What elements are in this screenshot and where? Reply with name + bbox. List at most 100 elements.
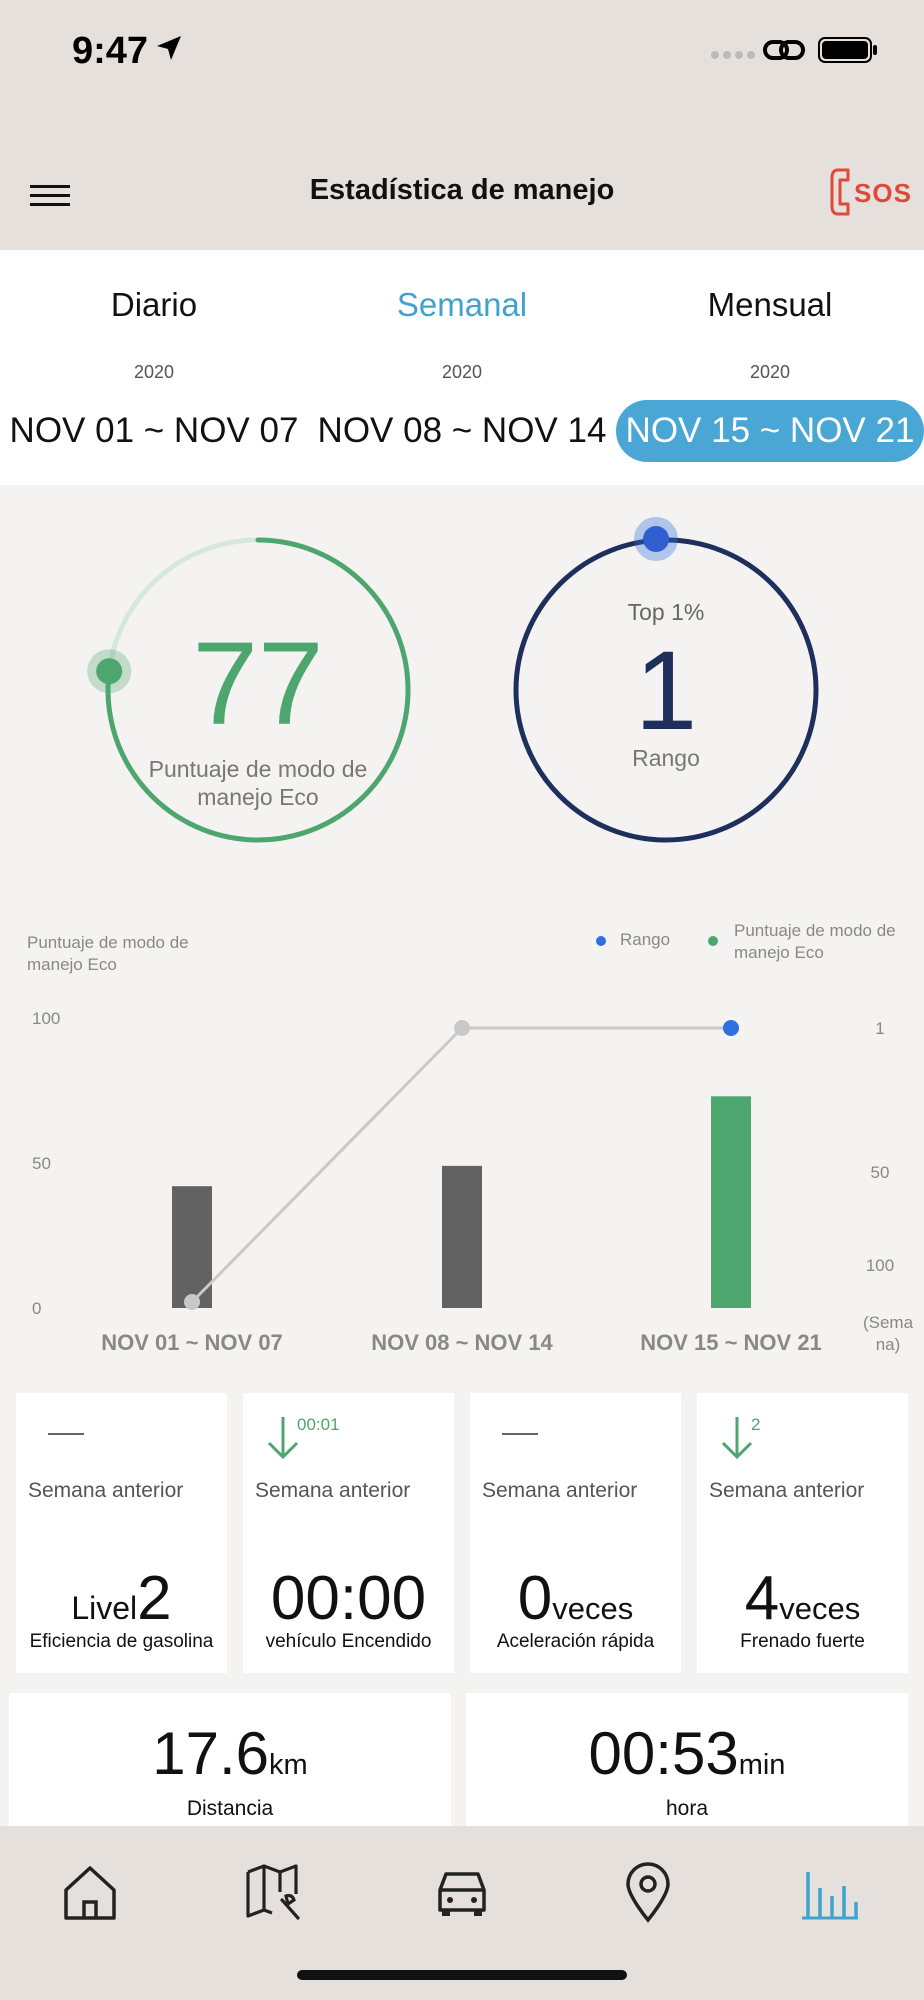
stat-number: 2 — [137, 1564, 172, 1633]
stat-card-vehicle-on[interactable]: 00:01 Semana anterior 00:00 vehículo Enc… — [243, 1393, 454, 1673]
rank-point — [454, 1020, 470, 1036]
stat-unit: veces — [552, 1591, 634, 1626]
stat-label: Eficiencia de gasolina — [29, 1631, 214, 1652]
stat-number: 4 — [744, 1564, 780, 1633]
stat-label: vehículo Encendido — [265, 1631, 432, 1652]
stat-card-rapid-acceleration[interactable]: Semana anterior 0veces Aceleración rápid… — [470, 1393, 681, 1673]
tab-semanal[interactable]: Semanal — [396, 286, 528, 323]
eco-score-label: Puntuaje de modo de manejo Eco — [148, 756, 368, 810]
home-icon[interactable] — [58, 1860, 122, 1924]
rank-top-percent: Top 1% — [627, 599, 705, 625]
map-service-icon[interactable] — [242, 1860, 306, 1924]
week-range-option[interactable]: NOV 01 ~ NOV 07 — [9, 411, 299, 450]
week-range-selected[interactable]: NOV 15 ~ NOV 21 — [616, 400, 924, 462]
eco-gauge-arc — [105, 537, 411, 843]
distance-value: 17.6km — [9, 1719, 451, 1788]
tab-diario[interactable]: Diario — [110, 286, 198, 323]
car-icon[interactable] — [430, 1860, 494, 1924]
distance-number: 17.6 — [152, 1720, 270, 1787]
rank-point — [184, 1294, 200, 1310]
stat-value: 0veces — [470, 1563, 681, 1634]
legend-eco-label: Puntuaje de modo de manejo Eco — [734, 921, 896, 962]
trend-down-arrow-icon — [721, 1417, 753, 1460]
home-indicator — [297, 1970, 627, 1980]
rank-gauge-knob — [643, 526, 669, 552]
link-icon — [763, 40, 805, 60]
time-label: hora — [665, 1797, 709, 1820]
week-year: 2020 — [749, 362, 791, 382]
prev-week-label: Semana anterior — [482, 1479, 638, 1502]
distance-card[interactable]: 17.6km Distancia — [9, 1693, 451, 1833]
status-bar: 9:47 — [0, 0, 924, 100]
week-year: 2020 — [133, 362, 175, 382]
menu-icon[interactable] — [28, 180, 74, 212]
y-right-tick-label: 100 — [866, 1256, 894, 1275]
legend-rango-dot — [596, 936, 606, 946]
eco-score-value: 77 — [192, 618, 324, 750]
distance-unit: km — [269, 1749, 308, 1781]
trend-down-arrow-icon — [267, 1417, 299, 1460]
prev-week-label: Semana anterior — [28, 1479, 184, 1502]
trend-flat-icon — [502, 1433, 538, 1435]
status-time: 9:47 — [72, 30, 149, 72]
x-category-label: NOV 08 ~ NOV 14 — [371, 1330, 553, 1355]
x-category-label: NOV 01 ~ NOV 07 — [101, 1330, 283, 1355]
prev-week-label: Semana anterior — [709, 1479, 865, 1502]
stat-value: Livel2 — [16, 1563, 227, 1634]
stat-number: 0 — [517, 1564, 553, 1633]
battery-icon — [818, 37, 877, 63]
stat-value: 00:00 — [243, 1563, 454, 1634]
bar-chart-icon[interactable] — [798, 1860, 862, 1924]
stat-prefix: Livel — [71, 1590, 138, 1626]
signal-dots-icon — [711, 51, 755, 59]
chart-bar — [442, 1165, 482, 1308]
prev-week-label: Semana anterior — [255, 1479, 411, 1502]
stat-label: Aceleración rápida — [496, 1631, 655, 1652]
rank-point — [723, 1020, 739, 1036]
sos-button[interactable]: SOS — [830, 166, 911, 218]
weekly-chart: Puntuaje de modo de manejo Eco Rango Pun… — [0, 900, 924, 1370]
location-pin-icon[interactable] — [616, 1860, 680, 1924]
week-range-option[interactable]: NOV 08 ~ NOV 14 — [317, 411, 607, 450]
stat-label: Frenado fuerte — [740, 1631, 865, 1652]
chart-legend: Rango Puntuaje de modo de manejo Eco — [590, 920, 920, 980]
chart-canvas: 100 50 0 1 50 100 (Sema na) NOV 01 ~ NOV 07 NOV 0… — [32, 1009, 914, 1355]
trend-flat-icon — [48, 1433, 84, 1435]
y-right-unit: (Sema — [863, 1313, 914, 1332]
time-number: 00:53 — [588, 1720, 739, 1787]
stat-unit: veces — [779, 1591, 861, 1626]
page-title: Estadística de manejo — [309, 174, 615, 206]
eco-gauge-knob — [96, 658, 123, 685]
time-card[interactable]: 00:53min hora — [466, 1693, 908, 1833]
location-arrow-icon — [157, 36, 181, 60]
distance-label: Distancia — [186, 1797, 274, 1820]
chart-y-title: Puntuaje de modo de manejo Eco — [27, 933, 189, 974]
trend-value: 00:01 — [297, 1415, 340, 1434]
y-right-tick-label: 1 — [875, 1019, 884, 1038]
y-left-tick-label: 50 — [32, 1154, 51, 1173]
x-category-label: NOV 15 ~ NOV 21 — [640, 1330, 822, 1355]
stat-value: 4veces — [697, 1563, 908, 1634]
app-header: Estadística de manejo SOS — [0, 100, 924, 250]
score-gauges: 77 Puntuaje de modo de manejo Eco Top 1%… — [0, 485, 924, 885]
time-value: 00:53min — [466, 1719, 908, 1788]
y-left-tick-label: 0 — [32, 1299, 41, 1318]
legend-eco-dot — [708, 936, 718, 946]
stat-card-hard-braking[interactable]: 2 Semana anterior 4veces Frenado fuerte — [697, 1393, 908, 1673]
chart-bar — [711, 1096, 751, 1308]
phone-icon — [830, 168, 850, 216]
sos-label: SOS — [854, 178, 912, 208]
rank-label: Rango — [632, 745, 700, 771]
y-right-unit: na) — [876, 1335, 901, 1354]
rank-value: 1 — [634, 628, 698, 753]
time-unit: min — [738, 1749, 786, 1781]
y-right-tick-label: 50 — [871, 1163, 890, 1182]
trend-value: 2 — [751, 1415, 761, 1434]
week-year: 2020 — [441, 362, 483, 382]
y-left-tick-label: 100 — [32, 1009, 60, 1028]
stat-card-fuel-efficiency[interactable]: Semana anterior Livel2 Eficiencia de gas… — [16, 1393, 227, 1673]
stat-number: 00:00 — [270, 1564, 427, 1633]
tab-mensual[interactable]: Mensual — [707, 286, 833, 323]
period-selector: Diario Semanal Mensual 2020 2020 2020 NO… — [0, 250, 924, 485]
gauges-canvas — [87, 517, 819, 843]
